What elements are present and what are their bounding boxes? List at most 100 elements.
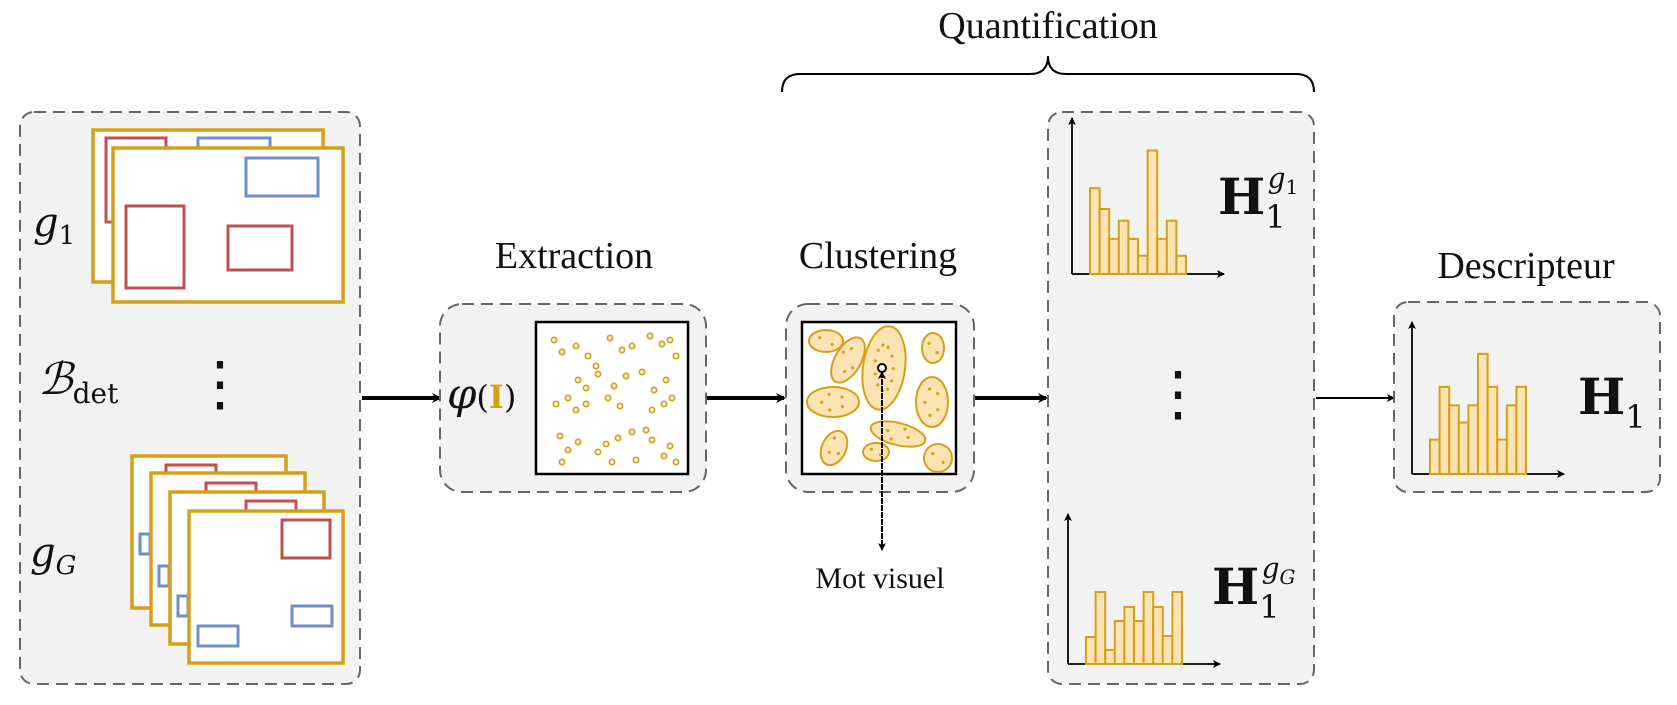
- blue-box: [290, 604, 334, 628]
- feature-point: [672, 458, 680, 466]
- histogram-bar: [1104, 649, 1116, 665]
- detections-panel: g1 ℬdet ⋮ gG: [19, 111, 361, 685]
- feature-point: [660, 400, 668, 408]
- histogram-bar: [1171, 591, 1184, 665]
- feature-point: [632, 456, 640, 464]
- feature-point: [550, 336, 558, 344]
- cluster-point: [881, 343, 885, 347]
- cluster-point: [891, 367, 895, 371]
- cluster-point: [819, 400, 824, 404]
- histogram-bar: [1137, 254, 1149, 276]
- quantification-title: Quantification: [938, 5, 1157, 47]
- feature-point: [582, 400, 590, 408]
- cluster-ellipse: [923, 443, 953, 473]
- feature-point: [638, 368, 646, 376]
- histogram-bar: [1505, 404, 1518, 475]
- cluster-point: [827, 392, 831, 396]
- red-box: [280, 518, 332, 560]
- quantification-ellipsis: ⋮: [1148, 361, 1208, 427]
- cluster-ellipse: [915, 376, 949, 428]
- cluster-point: [851, 366, 855, 370]
- cluster-point: [928, 387, 932, 391]
- histogram-bar: [1113, 620, 1126, 665]
- histogram-bar: [1123, 606, 1136, 665]
- feature-point: [564, 446, 572, 454]
- feature-point: [642, 426, 650, 434]
- cluster-point: [849, 347, 853, 351]
- histogram-bar: [1429, 438, 1441, 475]
- histogram-bar: [1438, 385, 1451, 476]
- cluster-point: [886, 428, 890, 433]
- cluster-ellipse: [921, 332, 945, 364]
- histogram-bar: [1161, 635, 1174, 665]
- cluster-point: [935, 392, 940, 396]
- histogram-bar: [1133, 620, 1145, 665]
- cluster-point: [886, 345, 890, 349]
- cluster-ellipse: [830, 336, 866, 384]
- cluster-point: [843, 369, 847, 373]
- histogram-bar: [1108, 237, 1120, 275]
- vertical-ellipsis: ⋮: [190, 351, 250, 417]
- histogram-bar: [1098, 208, 1111, 275]
- cluster-point: [889, 437, 893, 441]
- feature-point: [668, 394, 676, 402]
- feature-point: [666, 442, 674, 450]
- histogram-bar: [1152, 606, 1164, 665]
- H1-g1-label: H1g1: [1218, 162, 1298, 236]
- feature-point: [662, 376, 670, 384]
- descripteur-title: Descripteur: [1437, 245, 1615, 287]
- H1-gG-label: H1gG: [1212, 552, 1296, 626]
- cluster-center: [877, 363, 887, 373]
- feature-point: [606, 334, 614, 342]
- feature-point: [660, 452, 668, 460]
- cluster-point: [827, 450, 831, 454]
- clustering-title: Clustering: [799, 235, 957, 277]
- histogram-bar: [1094, 591, 1107, 665]
- feature-point: [592, 362, 600, 370]
- feature-point: [602, 440, 610, 448]
- feature-point: [556, 432, 564, 440]
- cluster-point: [931, 452, 935, 456]
- feature-point: [558, 348, 566, 356]
- histogram-bar: [1146, 149, 1159, 275]
- image-stack-gG: [130, 454, 345, 665]
- cluster-point: [927, 341, 931, 345]
- feature-point: [628, 428, 636, 436]
- histogram-g1: [1089, 149, 1188, 276]
- histogram-bar: [1448, 404, 1460, 475]
- quantification-brace: [781, 55, 1315, 93]
- cluster-point: [836, 451, 840, 456]
- feature-point: [618, 346, 626, 354]
- histogram-bar: [1457, 421, 1470, 475]
- histogram-bar: [1486, 385, 1499, 476]
- feature-point: [564, 394, 572, 402]
- feature-point: [616, 402, 624, 410]
- feature-point: [646, 332, 654, 340]
- histogram-descriptor: [1429, 352, 1528, 476]
- cluster-ellipse: [862, 442, 890, 462]
- histogram-bar: [1477, 352, 1489, 476]
- cluster-point: [828, 408, 832, 412]
- feature-point: [614, 434, 622, 442]
- clustering-block: Clustering Mot visuel: [785, 235, 975, 595]
- feature-point: [594, 370, 602, 378]
- label-gG: gG: [30, 530, 76, 581]
- feature-point: [628, 342, 636, 350]
- image-stack-g1: [91, 128, 345, 304]
- histogram-bar: [1117, 219, 1130, 275]
- feature-point: [552, 400, 560, 408]
- cluster-ellipse: [806, 386, 860, 418]
- feature-point: [658, 340, 666, 348]
- image-frame-gG: [187, 509, 345, 665]
- cluster-point: [832, 436, 837, 440]
- histogram-bar: [1175, 254, 1188, 276]
- histogram-bar: [1467, 404, 1480, 475]
- cluster-point: [840, 405, 845, 409]
- cluster-point: [885, 387, 890, 391]
- histogram-bar: [1156, 237, 1168, 275]
- red-box: [226, 224, 294, 272]
- feature-point: [648, 436, 656, 444]
- cluster-point: [873, 372, 877, 376]
- cluster-point: [928, 413, 932, 417]
